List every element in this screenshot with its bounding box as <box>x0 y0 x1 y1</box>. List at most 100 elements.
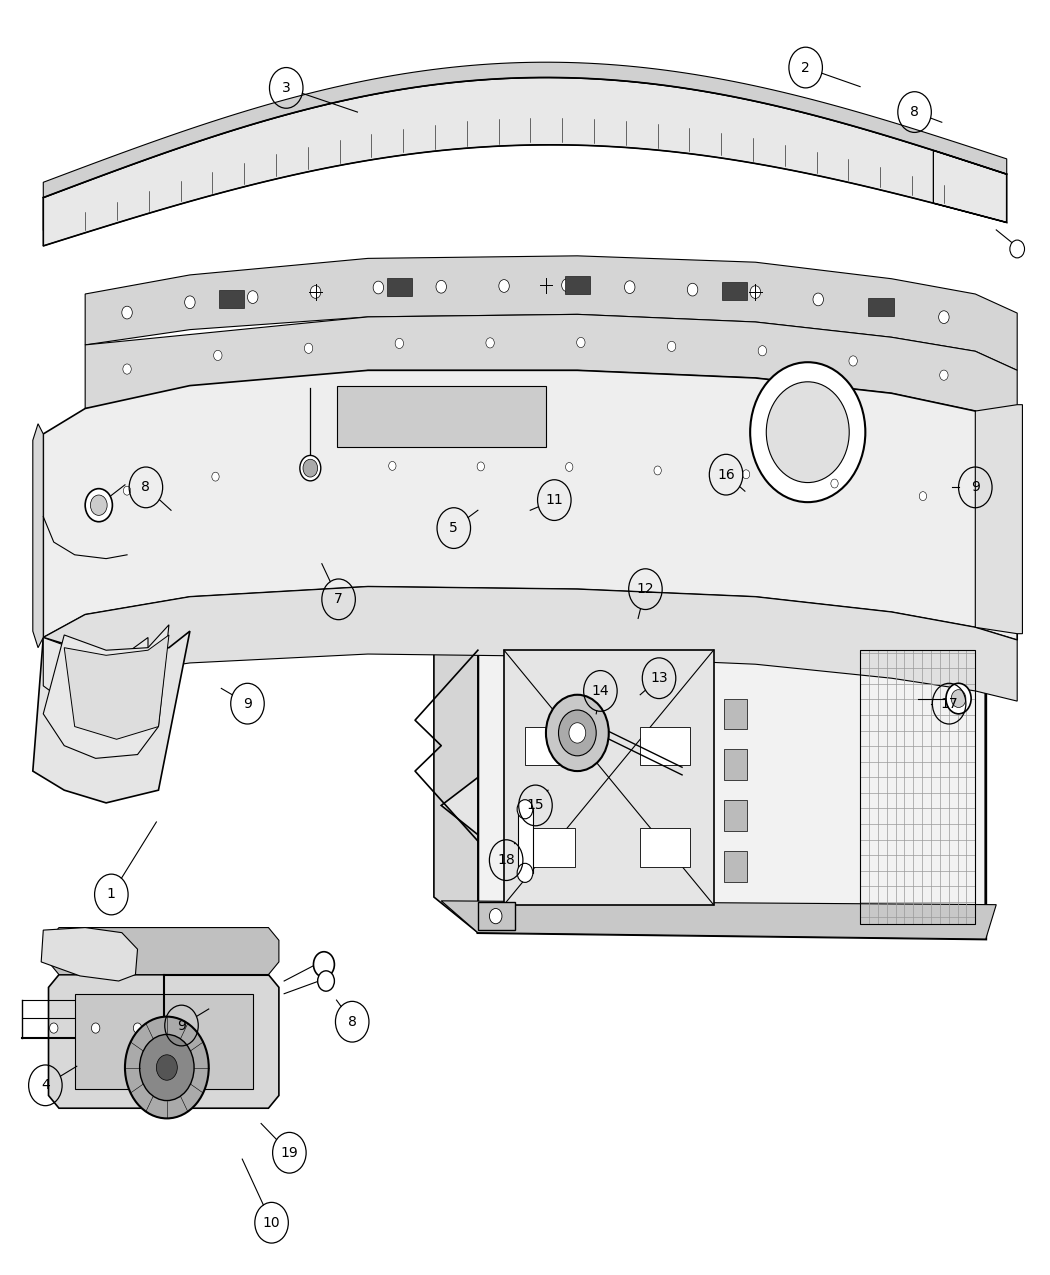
Text: 9: 9 <box>971 481 980 495</box>
Circle shape <box>654 465 662 474</box>
Circle shape <box>939 311 949 324</box>
Polygon shape <box>43 625 169 759</box>
Circle shape <box>311 286 321 298</box>
Text: 8: 8 <box>348 1015 357 1029</box>
Circle shape <box>124 486 130 495</box>
Polygon shape <box>43 370 1017 640</box>
Circle shape <box>91 1023 100 1033</box>
Circle shape <box>951 690 966 708</box>
Circle shape <box>140 1034 194 1100</box>
Circle shape <box>395 338 403 348</box>
Circle shape <box>49 1023 58 1033</box>
Circle shape <box>518 799 532 819</box>
Circle shape <box>303 459 318 477</box>
Polygon shape <box>33 631 190 803</box>
Text: 5: 5 <box>449 521 458 536</box>
Polygon shape <box>43 78 1007 246</box>
Polygon shape <box>504 650 714 905</box>
Polygon shape <box>85 256 1017 370</box>
Polygon shape <box>43 196 69 231</box>
Circle shape <box>185 296 195 309</box>
Bar <box>518 810 533 873</box>
Circle shape <box>742 469 750 478</box>
Circle shape <box>248 291 258 303</box>
Bar <box>565 277 590 295</box>
Circle shape <box>518 863 532 882</box>
Bar <box>723 699 747 729</box>
Bar <box>525 829 575 867</box>
Circle shape <box>750 362 865 502</box>
Polygon shape <box>43 638 148 711</box>
Polygon shape <box>478 638 986 938</box>
Polygon shape <box>75 993 253 1089</box>
Circle shape <box>133 1023 142 1033</box>
Circle shape <box>576 338 585 348</box>
Circle shape <box>436 280 446 293</box>
Circle shape <box>562 279 572 292</box>
Text: 7: 7 <box>334 593 343 607</box>
Text: 13: 13 <box>650 671 668 685</box>
Circle shape <box>304 343 313 353</box>
Text: 4: 4 <box>41 1079 49 1093</box>
Circle shape <box>876 301 886 314</box>
Polygon shape <box>441 778 478 835</box>
Text: 17: 17 <box>941 696 958 710</box>
Polygon shape <box>43 62 1007 198</box>
Circle shape <box>750 286 760 298</box>
Polygon shape <box>48 928 279 974</box>
Circle shape <box>813 293 823 306</box>
Circle shape <box>766 381 849 482</box>
Bar <box>723 852 747 882</box>
Polygon shape <box>933 150 1007 223</box>
Text: 8: 8 <box>910 105 919 119</box>
Text: 18: 18 <box>498 853 514 867</box>
Circle shape <box>668 342 676 352</box>
Text: 19: 19 <box>280 1146 298 1160</box>
Polygon shape <box>478 903 514 929</box>
Circle shape <box>566 463 573 472</box>
Text: 15: 15 <box>527 798 544 812</box>
Circle shape <box>477 462 484 470</box>
Circle shape <box>300 465 308 474</box>
Circle shape <box>213 351 222 361</box>
Polygon shape <box>43 78 812 213</box>
Bar <box>723 801 747 831</box>
Circle shape <box>625 280 635 293</box>
Circle shape <box>314 951 334 977</box>
Circle shape <box>559 710 596 756</box>
Circle shape <box>758 346 766 356</box>
Circle shape <box>212 472 219 481</box>
Bar <box>868 298 894 316</box>
Circle shape <box>569 723 586 743</box>
Text: 2: 2 <box>801 60 810 74</box>
Circle shape <box>373 282 383 293</box>
Bar <box>722 282 747 300</box>
Bar <box>525 727 575 765</box>
Bar <box>723 750 747 780</box>
Text: 14: 14 <box>591 683 609 697</box>
Bar <box>219 289 245 307</box>
Text: 11: 11 <box>545 493 563 507</box>
Polygon shape <box>43 586 1017 701</box>
Circle shape <box>920 492 926 501</box>
Text: 3: 3 <box>281 80 291 94</box>
Bar <box>860 650 975 924</box>
Circle shape <box>85 488 112 521</box>
Text: 9: 9 <box>243 696 252 710</box>
Polygon shape <box>41 928 138 980</box>
Circle shape <box>831 479 838 488</box>
Circle shape <box>546 695 609 771</box>
Circle shape <box>489 909 502 924</box>
Polygon shape <box>441 901 996 938</box>
Text: 12: 12 <box>636 583 654 597</box>
Polygon shape <box>85 315 1017 434</box>
Bar <box>336 385 546 446</box>
Circle shape <box>1010 240 1025 258</box>
Text: 1: 1 <box>107 887 116 901</box>
Circle shape <box>940 370 948 380</box>
Circle shape <box>125 1016 209 1118</box>
Circle shape <box>946 683 971 714</box>
Bar <box>386 278 412 296</box>
Bar <box>640 727 691 765</box>
Circle shape <box>318 970 334 991</box>
